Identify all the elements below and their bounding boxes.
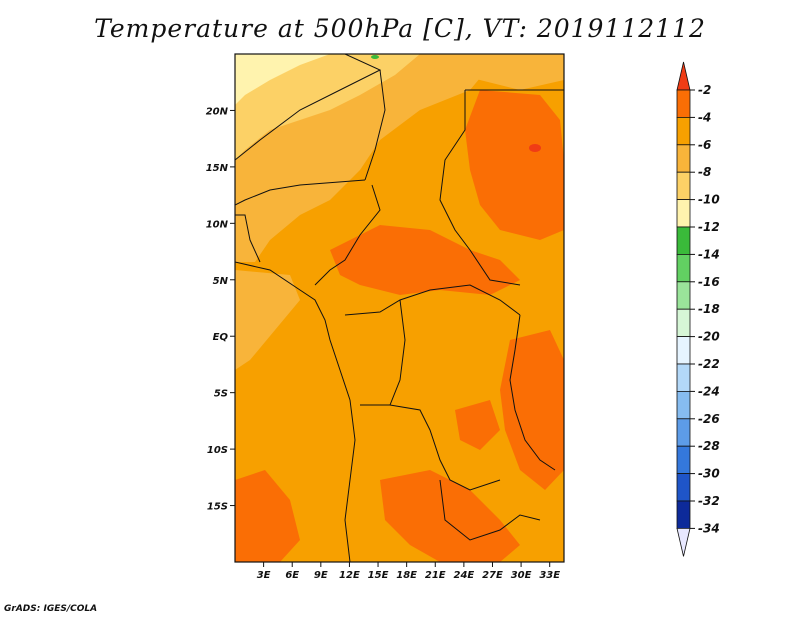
colorbar-swatch xyxy=(676,445,691,475)
zone-west-coast xyxy=(235,270,300,370)
colorbar-label: -6 xyxy=(698,138,711,152)
colorbar-swatch xyxy=(676,418,691,447)
zone-sahara-pale xyxy=(235,54,420,160)
colorbar-label: -34 xyxy=(698,521,720,535)
colorbar-label: -8 xyxy=(698,165,711,179)
zone-east-warm xyxy=(500,330,564,490)
zone-car-warm xyxy=(330,225,520,295)
lat-tick-label: 15N xyxy=(206,163,229,174)
colorbar-swatch xyxy=(676,390,691,420)
zone-sahara-palest xyxy=(235,54,330,105)
border-drc-angola xyxy=(389,404,501,491)
colorbar-label: -28 xyxy=(698,439,720,453)
colorbar-label: -14 xyxy=(698,247,720,261)
colorbar-label: -26 xyxy=(698,412,720,426)
colorbar-label: -10 xyxy=(698,193,720,207)
zone-south-warm xyxy=(380,470,520,562)
colorbar-swatch xyxy=(676,199,691,228)
colorbar-label: -16 xyxy=(698,275,720,289)
map-title: Temperature at 500hPa [C], VT: 201911211… xyxy=(94,14,706,43)
colorbar-swatch xyxy=(676,253,691,283)
lat-tick-label: 5S xyxy=(214,389,228,400)
colorbar-bottom-arrow xyxy=(676,528,691,557)
lon-tick-label: 27E xyxy=(482,570,503,581)
lon-tick-label: 12E xyxy=(339,570,360,581)
colorbar-swatch xyxy=(676,308,691,338)
lon-tick-label: 9E xyxy=(314,570,328,581)
colorbar-label: -22 xyxy=(698,357,720,371)
lon-tick-label: 6E xyxy=(285,570,299,581)
border-nigeria-cameroon xyxy=(314,184,381,286)
border-chad-sudan xyxy=(439,90,521,286)
zone-north-east xyxy=(380,54,564,90)
political-borders xyxy=(235,54,564,562)
border-zambia xyxy=(439,479,541,541)
lon-tick-label: 21E xyxy=(425,570,446,581)
colorbar-label: -20 xyxy=(698,330,720,344)
border-car-drc xyxy=(344,284,521,316)
colorbar-label: -32 xyxy=(698,494,720,508)
colorbar-swatch xyxy=(676,226,691,255)
zone-sw-warm xyxy=(235,470,300,562)
colorbar-swatch xyxy=(676,171,691,200)
lon-tick-label: 15E xyxy=(368,570,389,581)
lon-tick-label: 30E xyxy=(511,570,532,581)
colorbar: -2 -4 -6 -8 -10 -12 -14 -16 -18 -20 -22 -24 -26 -28 -3… xyxy=(676,61,720,557)
border-east-lakes xyxy=(509,314,556,471)
credit-text: GrADS: IGES/COLA xyxy=(4,604,98,614)
colorbar-swatch xyxy=(676,363,691,392)
colorbar-swatch xyxy=(676,144,691,173)
coastline-angola xyxy=(344,399,356,562)
zone-sudan-warm xyxy=(465,90,564,240)
colorbar-swatch xyxy=(676,500,691,529)
zone-hot-spot xyxy=(529,144,541,152)
lat-tick-label: 10N xyxy=(206,219,229,230)
border-congo-drc xyxy=(360,299,406,406)
lat-tick-label: 15S xyxy=(207,502,228,513)
border-algeria-mali xyxy=(235,54,382,161)
lon-tick-label: 18E xyxy=(396,570,417,581)
lat-tick-label: 5N xyxy=(213,276,229,287)
lon-tick-label: 24E xyxy=(453,570,474,581)
colorbar-label: -4 xyxy=(698,110,711,124)
coastline-west xyxy=(235,261,351,401)
border-west-coast-north xyxy=(235,214,261,263)
colorbar-label: -12 xyxy=(698,220,720,234)
lat-tick-label: 10S xyxy=(207,445,228,456)
lon-tick-label: 33E xyxy=(539,570,560,581)
colorbar-swatch xyxy=(676,336,691,365)
zone-green-spot xyxy=(371,55,379,59)
temperature-field xyxy=(235,54,564,562)
colorbar-label: -2 xyxy=(698,83,711,97)
colorbar-top-arrow xyxy=(676,61,691,91)
colorbar-label: -30 xyxy=(698,467,720,481)
colorbar-swatch xyxy=(676,89,691,118)
colorbar-swatch xyxy=(676,281,691,310)
lat-tick-label: EQ xyxy=(213,332,229,343)
border-niger-chad xyxy=(364,69,386,181)
longitude-axis: 3E 6E 9E 12E 15E 18E 21E 24E 27E 30E 33E xyxy=(257,562,560,581)
colorbar-swatch xyxy=(676,473,691,502)
lon-tick-label: 3E xyxy=(257,570,271,581)
colorbar-label: -24 xyxy=(698,384,720,398)
map-frame xyxy=(234,53,565,563)
colorbar-swatch xyxy=(676,117,691,146)
colorbar-label: -18 xyxy=(698,302,720,316)
lat-tick-label: 20N xyxy=(206,106,229,117)
border-sahel xyxy=(235,179,366,206)
latitude-axis: 20N 15N 10N 5N EQ 5S 10S 15S xyxy=(206,106,235,513)
zone-congo-warm xyxy=(455,400,500,450)
